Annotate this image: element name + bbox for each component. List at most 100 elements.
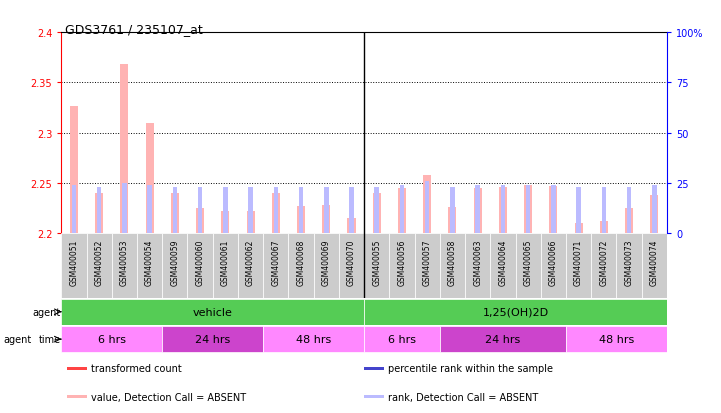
FancyBboxPatch shape (440, 326, 566, 352)
Text: 6 hrs: 6 hrs (388, 334, 416, 344)
Bar (448, 208, 456, 234)
Text: GSM400063: GSM400063 (473, 239, 482, 285)
FancyBboxPatch shape (389, 234, 415, 299)
Bar (475, 186, 480, 234)
Text: 48 hrs: 48 hrs (296, 334, 331, 344)
FancyBboxPatch shape (112, 234, 137, 299)
Text: GSM400070: GSM400070 (347, 239, 356, 285)
FancyBboxPatch shape (187, 234, 213, 299)
Text: GSM400066: GSM400066 (549, 239, 558, 285)
Text: GSM400059: GSM400059 (170, 239, 180, 285)
Text: agent: agent (32, 307, 61, 317)
Bar (272, 194, 280, 234)
FancyBboxPatch shape (314, 234, 339, 299)
Text: value, Detection Call = ABSENT: value, Detection Call = ABSENT (92, 392, 247, 401)
FancyBboxPatch shape (238, 234, 263, 299)
Bar (67, 395, 87, 398)
Bar (499, 188, 507, 234)
FancyBboxPatch shape (566, 326, 667, 352)
FancyBboxPatch shape (591, 234, 616, 299)
Bar (298, 188, 304, 234)
Bar (652, 186, 657, 234)
Bar (423, 176, 431, 234)
Bar (601, 188, 606, 234)
Bar (172, 188, 177, 234)
Text: GSM400064: GSM400064 (498, 239, 508, 285)
Bar (364, 367, 384, 370)
Bar (348, 219, 355, 234)
Text: GSM400058: GSM400058 (448, 239, 457, 285)
FancyBboxPatch shape (61, 299, 364, 325)
Text: percentile rank within the sample: percentile rank within the sample (388, 363, 553, 374)
Bar (625, 209, 633, 234)
Bar (549, 187, 557, 234)
FancyBboxPatch shape (263, 234, 288, 299)
Text: transformed count: transformed count (92, 363, 182, 374)
Text: 24 hrs: 24 hrs (195, 334, 230, 344)
Bar (122, 184, 127, 234)
FancyBboxPatch shape (541, 234, 566, 299)
Bar (374, 188, 379, 234)
FancyBboxPatch shape (516, 234, 541, 299)
Text: 24 hrs: 24 hrs (485, 334, 521, 344)
Bar (474, 189, 482, 234)
Bar (95, 194, 103, 234)
Bar (97, 188, 102, 234)
FancyBboxPatch shape (364, 234, 389, 299)
Text: agent: agent (4, 334, 32, 344)
Text: GSM400062: GSM400062 (246, 239, 255, 285)
FancyBboxPatch shape (566, 234, 591, 299)
Bar (196, 209, 204, 234)
FancyBboxPatch shape (288, 234, 314, 299)
Bar (600, 222, 608, 234)
FancyBboxPatch shape (87, 234, 112, 299)
Bar (71, 186, 76, 234)
Bar (398, 189, 406, 234)
Bar (576, 188, 581, 234)
Text: GSM400071: GSM400071 (574, 239, 583, 285)
Bar (247, 212, 255, 234)
Text: GSM400072: GSM400072 (599, 239, 609, 285)
Text: vehicle: vehicle (193, 307, 233, 317)
FancyBboxPatch shape (642, 234, 667, 299)
Bar (364, 395, 384, 398)
Bar (500, 186, 505, 234)
Text: GDS3761 / 235107_at: GDS3761 / 235107_at (65, 23, 203, 36)
Bar (399, 186, 404, 234)
Text: GSM400056: GSM400056 (397, 239, 407, 285)
Bar (627, 188, 632, 234)
Bar (171, 194, 179, 234)
FancyBboxPatch shape (415, 234, 440, 299)
Bar (67, 367, 87, 370)
Bar (551, 186, 556, 234)
FancyBboxPatch shape (490, 234, 516, 299)
Bar (248, 188, 253, 234)
FancyBboxPatch shape (61, 326, 162, 352)
Text: rank, Detection Call = ABSENT: rank, Detection Call = ABSENT (388, 392, 539, 401)
Bar (120, 65, 128, 234)
Bar (223, 188, 228, 234)
Text: GSM400067: GSM400067 (271, 239, 280, 285)
Bar (146, 123, 154, 234)
FancyBboxPatch shape (339, 234, 364, 299)
Text: GSM400052: GSM400052 (94, 239, 104, 285)
Text: GSM400061: GSM400061 (221, 239, 230, 285)
Text: GSM400054: GSM400054 (145, 239, 154, 285)
Bar (526, 186, 531, 234)
Text: GSM400073: GSM400073 (624, 239, 634, 285)
Bar (450, 188, 455, 234)
Text: GSM400060: GSM400060 (195, 239, 205, 285)
Text: GSM400055: GSM400055 (372, 239, 381, 285)
Text: 48 hrs: 48 hrs (599, 334, 634, 344)
Text: GSM400051: GSM400051 (69, 239, 79, 285)
Bar (147, 186, 152, 234)
FancyBboxPatch shape (263, 326, 364, 352)
Bar (198, 188, 203, 234)
Bar (70, 106, 78, 234)
FancyBboxPatch shape (162, 234, 187, 299)
FancyBboxPatch shape (61, 234, 87, 299)
Text: 1,25(OH)2D: 1,25(OH)2D (482, 307, 549, 317)
FancyBboxPatch shape (465, 234, 490, 299)
Bar (322, 206, 330, 234)
Text: GSM400068: GSM400068 (296, 239, 306, 285)
